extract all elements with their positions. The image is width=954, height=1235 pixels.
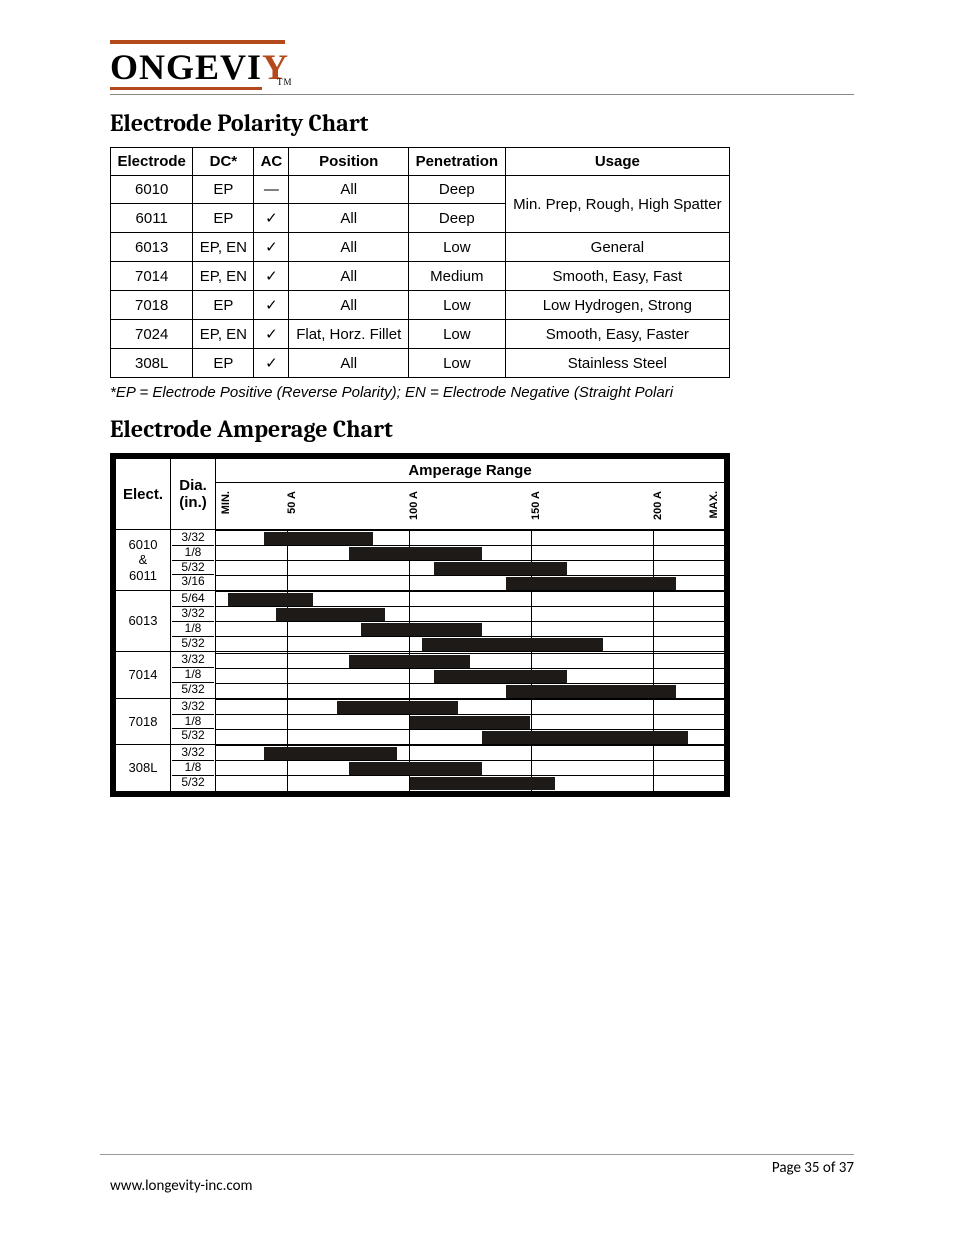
amp-group-row: 6010&60113/321/85/323/16	[116, 530, 725, 591]
amp-bar	[264, 747, 397, 760]
table-row: 308LEP✓AllLowStainless Steel	[111, 349, 730, 378]
amp-bar-row	[216, 621, 724, 636]
amp-bar-row	[216, 683, 724, 698]
amp-range-header: Amperage Range	[216, 459, 725, 483]
amp-bar	[228, 593, 313, 606]
amp-col-dia: Dia. (in.)	[171, 459, 216, 530]
amp-bar-row	[216, 714, 724, 729]
amp-bar-row	[216, 560, 724, 575]
amp-dia: 3/32	[172, 531, 214, 545]
axis-tick: MAX.	[709, 491, 720, 519]
amp-bar	[506, 685, 675, 698]
amp-col-elect: Elect.	[116, 459, 171, 530]
footer-url: www.longevity-inc.com	[110, 1177, 253, 1195]
amp-elect-label: 7018	[116, 698, 171, 744]
amp-bar	[506, 577, 675, 590]
logo-main: ONGEVI	[110, 47, 262, 90]
amp-bar-row	[216, 775, 724, 790]
amp-elect-label: 6013	[116, 591, 171, 652]
axis-tick: 100 A	[409, 491, 420, 520]
amp-bar-row	[216, 699, 724, 714]
table-row: 7018EP✓AllLowLow Hydrogen, Strong	[111, 291, 730, 320]
col-usage: Usage	[505, 148, 729, 176]
table-row: 7024EP, EN✓Flat, Horz. FilletLowSmooth, …	[111, 320, 730, 349]
axis-tick: 150 A	[531, 491, 542, 520]
amp-bar-row	[216, 575, 724, 590]
document-page: ONGEVIYTM Electrode Polarity Chart Elect…	[0, 0, 954, 1235]
amp-group-row: 70183/321/85/32	[116, 698, 725, 744]
col-ac: AC	[254, 148, 289, 176]
amp-bar	[434, 562, 567, 575]
amp-dia: 3/32	[172, 700, 214, 714]
amp-dia: 3/32	[172, 746, 214, 760]
amp-elect-label: 308L	[116, 745, 171, 791]
amp-bar-row	[216, 545, 724, 560]
amp-dia: 1/8	[172, 667, 214, 682]
amp-bar-row	[216, 530, 724, 545]
col-penetration: Penetration	[408, 148, 505, 176]
amp-bar	[349, 762, 482, 775]
footer-rule	[100, 1154, 854, 1155]
amp-dia: 5/32	[172, 636, 214, 651]
table-row: 6013EP, EN✓AllLowGeneral	[111, 233, 730, 262]
amp-bar-row	[216, 745, 724, 760]
table-row: 7014EP, EN✓AllMediumSmooth, Easy, Fast	[111, 262, 730, 291]
header-rule	[110, 94, 854, 95]
amp-bar	[337, 701, 458, 714]
amp-bar-row	[216, 729, 724, 744]
amperage-chart: Elect. Dia. (in.) Amperage Range MIN. 50 …	[110, 453, 730, 797]
table-row: 6010EP—AllDeepMin. Prep, Rough, High Spa…	[111, 176, 730, 204]
amp-bar-row	[216, 760, 724, 775]
amp-bar	[410, 777, 555, 790]
axis-tick: 200 A	[653, 491, 664, 520]
amp-bar	[410, 716, 531, 729]
amp-dia: 1/8	[172, 760, 214, 775]
amp-bar-row	[216, 668, 724, 683]
amp-elect-label: 6010&6011	[116, 530, 171, 591]
amp-group-row: 60135/643/321/85/32	[116, 591, 725, 652]
logo-tm: TM	[277, 77, 293, 87]
table-header-row: Electrode DC* AC Position Penetration Us…	[111, 148, 730, 176]
col-position: Position	[289, 148, 409, 176]
col-electrode: Electrode	[111, 148, 193, 176]
polarity-footnote: *EP = Electrode Positive (Reverse Polari…	[110, 384, 854, 401]
amp-bar	[276, 608, 385, 621]
amp-bar	[264, 532, 373, 545]
amp-dia: 5/32	[172, 728, 214, 743]
amp-dia: 3/32	[172, 653, 214, 667]
amp-dia: 3/32	[172, 606, 214, 621]
axis-tick: MIN.	[221, 491, 232, 514]
amp-dia: 5/32	[172, 775, 214, 790]
amp-dia: 1/8	[172, 545, 214, 560]
brand-logo: ONGEVIYTM	[110, 40, 854, 88]
amp-group-row: 308L3/321/85/32	[116, 745, 725, 791]
amp-dia: 5/64	[172, 592, 214, 606]
amp-bar-row	[216, 606, 724, 621]
amp-bar	[349, 547, 482, 560]
polarity-heading: Electrode Polarity Chart	[110, 109, 854, 137]
amp-group-row: 70143/321/85/32	[116, 652, 725, 698]
amp-bar	[482, 731, 688, 744]
amp-bar	[422, 638, 603, 651]
amp-bar	[361, 623, 482, 636]
amp-bar	[434, 670, 567, 683]
amp-dia: 1/8	[172, 714, 214, 729]
polarity-table: Electrode DC* AC Position Penetration Us…	[110, 147, 730, 378]
amperage-heading: Electrode Amperage Chart	[110, 415, 854, 443]
amp-dia: 1/8	[172, 621, 214, 636]
amp-bar-row	[216, 591, 724, 606]
amp-dia: 5/32	[172, 560, 214, 575]
page-number: Page 35 of 37	[772, 1159, 854, 1177]
amp-bar	[349, 655, 470, 668]
col-dc: DC*	[193, 148, 254, 176]
amp-bar-row	[216, 653, 724, 668]
amp-dia: 5/32	[172, 682, 214, 697]
amp-header-row: Elect. Dia. (in.) Amperage Range	[116, 459, 725, 483]
amp-dia: 3/16	[172, 574, 214, 589]
amp-elect-label: 7014	[116, 652, 171, 698]
axis-tick: 50 A	[287, 491, 298, 514]
amp-bar-row	[216, 636, 724, 651]
